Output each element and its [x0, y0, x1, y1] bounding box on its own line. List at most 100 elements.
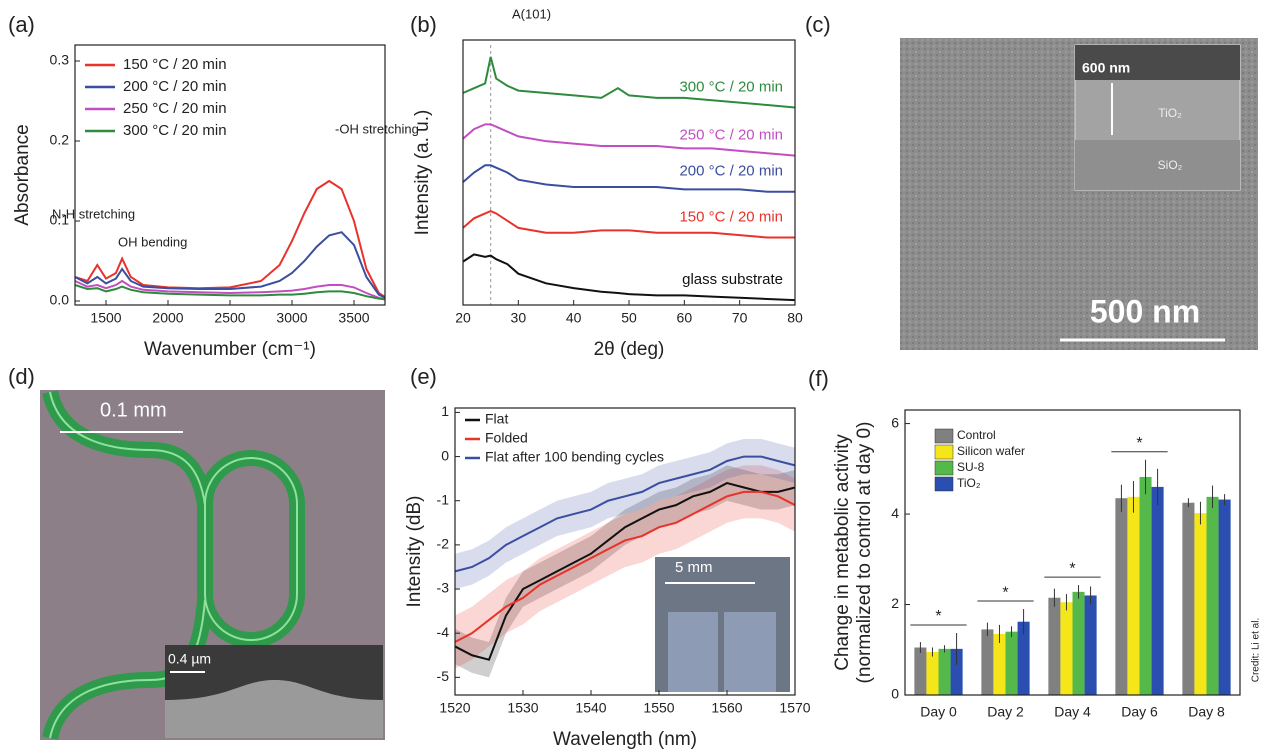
- x-tick-label: 3000: [276, 310, 307, 326]
- significance-mark: *: [1136, 435, 1142, 452]
- bar: [1139, 476, 1152, 695]
- bar: [1115, 498, 1128, 695]
- x-tick-label: 40: [566, 310, 582, 326]
- bar: [1151, 486, 1164, 695]
- series-line: [454, 490, 796, 643]
- legend-swatch: [934, 476, 954, 492]
- panel-label: (c): [805, 12, 831, 37]
- scale-label: 500 nm: [1090, 293, 1200, 329]
- y-axis-title: Absorbance: [12, 124, 33, 225]
- legend-label: SU-8: [957, 460, 985, 474]
- legend-label: glass substrate: [682, 271, 783, 288]
- series-line: [454, 455, 796, 573]
- annotation: N-H stretching: [52, 206, 135, 221]
- x-tick-label: 2500: [214, 310, 245, 326]
- x-tick-label: 1540: [575, 700, 606, 716]
- series-line: [74, 231, 386, 299]
- y-tick-label: -2: [437, 536, 450, 552]
- x-tick-label: 80: [787, 310, 803, 326]
- x-tick-label: 70: [732, 310, 748, 326]
- series-line: [74, 284, 386, 301]
- error-band: [455, 438, 795, 590]
- y-tick-label: 1: [441, 403, 449, 419]
- series-line: [462, 253, 796, 302]
- legend-label: Flat after 100 bending cycles: [485, 449, 664, 465]
- bar: [1127, 496, 1140, 695]
- x-tick-label: 30: [511, 310, 527, 326]
- panel-label: (e): [410, 364, 437, 389]
- y-tick-label: 0: [891, 686, 899, 702]
- y-axis-title: Intensity (a. u.): [412, 110, 433, 236]
- y-axis-title: Intensity (dB): [404, 496, 425, 608]
- plot-frame: [462, 39, 796, 306]
- series-line: [462, 56, 796, 109]
- x-tick-label: 2000: [152, 310, 183, 326]
- panel-label: (a): [8, 12, 35, 37]
- x-tick-label: Day 0: [920, 704, 957, 720]
- x-axis-title: Wavenumber (cm⁻¹): [144, 339, 316, 360]
- y-tick-label: 0: [441, 447, 449, 463]
- significance-mark: *: [1069, 560, 1075, 577]
- y-tick-label: -1: [437, 491, 450, 507]
- cross-section: [165, 680, 383, 738]
- legend-label: 300 °C / 20 min: [679, 78, 783, 95]
- series-line: [462, 123, 796, 157]
- bar: [993, 633, 1006, 695]
- annotation: -OH stretching: [335, 121, 419, 136]
- series-line: [74, 279, 386, 301]
- scale-label: 0.4 µm: [168, 651, 211, 667]
- bar: [1194, 513, 1207, 695]
- y-tick-label: -3: [437, 580, 450, 596]
- sem-inset-bottom: [1075, 140, 1240, 190]
- bar: [926, 652, 939, 695]
- legend-swatch: [934, 444, 954, 460]
- bar: [1072, 591, 1085, 695]
- series-line: [74, 179, 386, 298]
- bar: [1017, 621, 1030, 695]
- scale-label: 0.1 mm: [100, 399, 167, 421]
- legend-label: 150 °C / 20 min: [123, 56, 227, 73]
- x-tick-label: Day 6: [1121, 704, 1158, 720]
- legend-label: Control: [957, 428, 996, 442]
- y-tick-label: -5: [437, 668, 450, 684]
- x-tick-label: Day 8: [1188, 704, 1225, 720]
- plot-frame: [74, 44, 386, 306]
- panel-label: (b): [410, 12, 437, 37]
- x-tick-label: 1550: [643, 700, 674, 716]
- legend-label: 300 °C / 20 min: [123, 122, 227, 139]
- y-tick-label: 0.2: [50, 132, 70, 148]
- series-line: [454, 481, 796, 661]
- x-tick-label: 1520: [439, 700, 470, 716]
- x-tick-label: 3500: [338, 310, 369, 326]
- legend-label: 250 °C / 20 min: [123, 100, 227, 117]
- bar: [938, 648, 951, 695]
- x-tick-label: 1500: [90, 310, 121, 326]
- scale-label: 5 mm: [675, 559, 713, 576]
- sem-inset-top: [1075, 45, 1240, 80]
- layer-label: TiO₂: [1158, 106, 1182, 120]
- legend-label: 250 °C / 20 min: [679, 127, 783, 144]
- x-tick-label: 1560: [711, 700, 742, 716]
- bar: [981, 629, 994, 695]
- y-tick-label: 2: [891, 595, 899, 611]
- y-tick-label: 0.0: [50, 292, 70, 308]
- y-axis-title: (normalized to control at day 0): [854, 422, 875, 684]
- legend-label: TiO₂: [957, 476, 981, 490]
- significance-mark: *: [1002, 584, 1008, 601]
- x-axis-title: Wavelength (nm): [553, 729, 697, 749]
- annotation: A(101): [512, 6, 551, 21]
- series-line: [462, 209, 795, 239]
- error-band: [455, 465, 795, 669]
- y-tick-label: 6: [891, 414, 899, 430]
- inset-block: [724, 612, 776, 692]
- x-tick-label: Day 4: [1054, 704, 1091, 720]
- bar: [1206, 496, 1219, 695]
- legend-swatch: [934, 460, 954, 476]
- legend-label: Flat: [485, 411, 508, 427]
- x-tick-label: 50: [621, 310, 637, 326]
- bar: [1005, 631, 1018, 695]
- legend-label: 200 °C / 20 min: [123, 78, 227, 95]
- bar: [1182, 502, 1195, 695]
